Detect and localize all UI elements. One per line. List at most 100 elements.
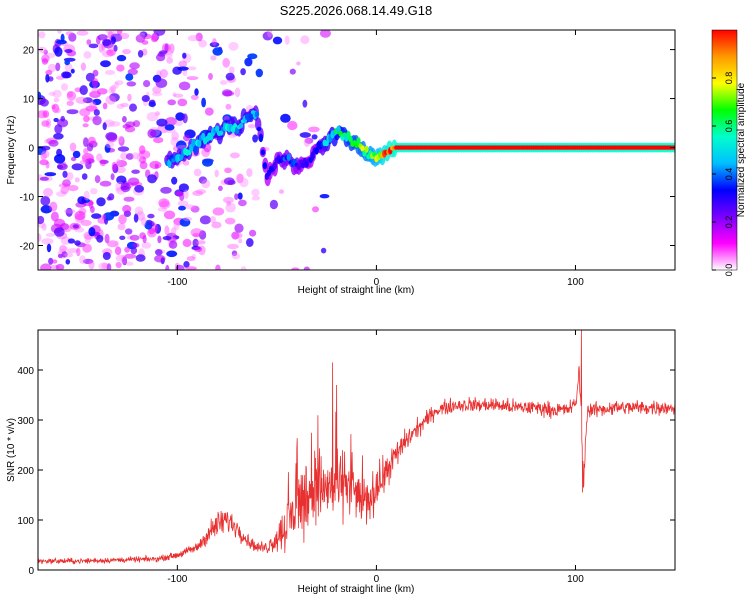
- spectrogram-noise-blob: [194, 246, 203, 252]
- spectrogram-noise-blob: [60, 236, 71, 245]
- spectrogram-noise-blob: [83, 190, 90, 201]
- colorbar-tick-label: 0.4: [724, 168, 734, 181]
- spectrogram-noise-blob: [130, 247, 138, 255]
- snr-xtick-label: -100: [167, 574, 187, 585]
- spectrogram-noise-blob: [153, 137, 164, 144]
- snr-panel: -100 0 100 0 100 200 300 400 Height of straight…: [6, 329, 676, 595]
- spectrogram-noise-blob: [143, 80, 151, 88]
- snr-marks: [38, 330, 675, 565]
- spectrogram-noise-blob: [100, 60, 111, 68]
- snr-background: [38, 330, 675, 570]
- spectrogram-noise-blob: [66, 90, 77, 101]
- spectrogram-noise-blob: [195, 189, 207, 195]
- spectrogram-noise-blob: [65, 207, 73, 217]
- spectrogram-noise-blob: [92, 77, 99, 88]
- spectrogram-noise-blob: [164, 225, 170, 236]
- spectrogram-noise-blob: [85, 72, 95, 82]
- spectrogram-noise-blob: [141, 217, 147, 227]
- spectrogram-noise-blob: [109, 121, 121, 127]
- spectrogram-ridge-core: [304, 161, 309, 168]
- spectrogram-noise-blob: [60, 115, 65, 122]
- spectrogram-noise-blob: [101, 262, 108, 270]
- spectrogram-noise-blob: [127, 177, 140, 186]
- snr-series-line: [38, 330, 675, 565]
- spectrogram-noise-blob: [291, 267, 300, 270]
- spectrogram-ytick-label: -20: [20, 242, 35, 253]
- spectrogram-noise-blob: [269, 199, 278, 210]
- spectrogram-noise-blob: [209, 42, 220, 48]
- spectrogram-noise-blob: [179, 218, 191, 227]
- spectrogram-ytick-label: 0: [28, 144, 34, 155]
- spectrogram-ridge-core: [372, 151, 377, 157]
- spectrogram-noise-blob: [224, 217, 236, 225]
- snr-xlabel: Height of straight line (km): [298, 584, 415, 595]
- spectrogram-noise-blob: [64, 209, 76, 214]
- spectrogram-noise-blob: [287, 120, 298, 131]
- spectrogram-noise-blob: [147, 213, 155, 219]
- spectrogram-noise-blob: [186, 256, 196, 262]
- spectrogram-noise-blob: [272, 36, 283, 45]
- spectrogram-noise-blob: [79, 85, 88, 96]
- spectrogram-noise-blob: [49, 201, 58, 212]
- spectrogram-noise-blob: [154, 111, 160, 116]
- spectrogram-noise-blob: [57, 30, 62, 34]
- spectrogram-noise-blob: [98, 43, 104, 53]
- spectrogram-noise-blob: [48, 257, 54, 265]
- spectrogram-noise-blob: [229, 152, 240, 159]
- spectrogram-noise-blob: [61, 71, 71, 79]
- spectrogram-ytick-label: 10: [23, 95, 35, 106]
- spectrogram-noise-blob: [177, 66, 189, 71]
- spectrogram-noise-blob: [108, 86, 115, 94]
- spectrogram-noise-blob: [320, 30, 331, 38]
- spectrogram-noise-blob: [45, 73, 50, 83]
- spectrogram-noise-blob: [158, 198, 170, 208]
- spectrogram-noise-blob: [83, 148, 89, 155]
- spectrogram-noise-blob: [214, 169, 219, 178]
- spectrogram-noise-blob: [125, 153, 134, 160]
- spectrogram-noise-blob: [190, 205, 200, 213]
- spectrogram-noise-blob: [319, 194, 330, 199]
- spectrogram-noise-blob: [52, 103, 60, 114]
- spectrogram-noise-blob: [164, 43, 169, 53]
- spectrogram-noise-blob: [182, 52, 187, 59]
- spectrogram-noise-blob: [88, 227, 96, 237]
- spectrogram-noise-blob: [123, 196, 135, 202]
- spectrogram-noise-blob: [303, 266, 310, 270]
- spectrogram-noise-blob: [109, 93, 120, 102]
- spectrogram-noise-blob: [148, 221, 155, 227]
- spectrogram-noise-blob: [240, 266, 247, 270]
- spectrogram-noise-blob: [96, 234, 104, 243]
- spectrogram-noise-blob: [212, 38, 217, 46]
- spectrogram-noise-blob: [152, 32, 158, 41]
- spectrogram-noise-blob: [225, 72, 235, 81]
- spectrogram-noise-blob: [70, 68, 75, 74]
- spectrogram-noise-blob: [103, 212, 115, 221]
- colorbar-tick-label: 0.2: [724, 216, 734, 229]
- spectrogram-noise-blob: [221, 89, 233, 97]
- spectrogram-noise-blob: [40, 145, 51, 151]
- spectrogram-noise-blob: [71, 163, 84, 171]
- spectrogram-noise-blob: [50, 211, 59, 222]
- spectrogram-noise-blob: [172, 92, 177, 97]
- spectrogram-ridge-core: [360, 145, 365, 152]
- spectrogram-noise-blob: [198, 176, 208, 184]
- spectrogram-noise-blob: [79, 160, 90, 165]
- spectrogram-noise-blob: [251, 195, 261, 201]
- spectrogram-noise-blob: [231, 253, 241, 260]
- spectrogram-noise-blob: [94, 175, 101, 184]
- spectrogram-frame: [37, 29, 676, 271]
- spectrogram-noise-blob: [166, 57, 174, 64]
- spectrogram-noise-blob: [240, 68, 246, 76]
- spectrogram-noise-blob: [65, 31, 74, 36]
- spectrogram-noise-blob: [116, 175, 127, 185]
- spectrogram-noise-blob: [312, 206, 319, 213]
- spectrogram-noise-blob: [192, 190, 204, 196]
- spectrogram-ridge-core: [260, 149, 266, 156]
- spectrogram-noise-blob: [228, 41, 239, 51]
- spectrogram-noise-blob: [56, 191, 67, 197]
- spectrogram-noise-blob: [152, 86, 162, 94]
- spectrogram-noise-blob: [175, 191, 183, 197]
- spectrogram-noise-blob: [192, 233, 201, 238]
- spectrogram-noise-blob: [114, 246, 122, 256]
- spectrogram-noise-blob: [99, 159, 106, 167]
